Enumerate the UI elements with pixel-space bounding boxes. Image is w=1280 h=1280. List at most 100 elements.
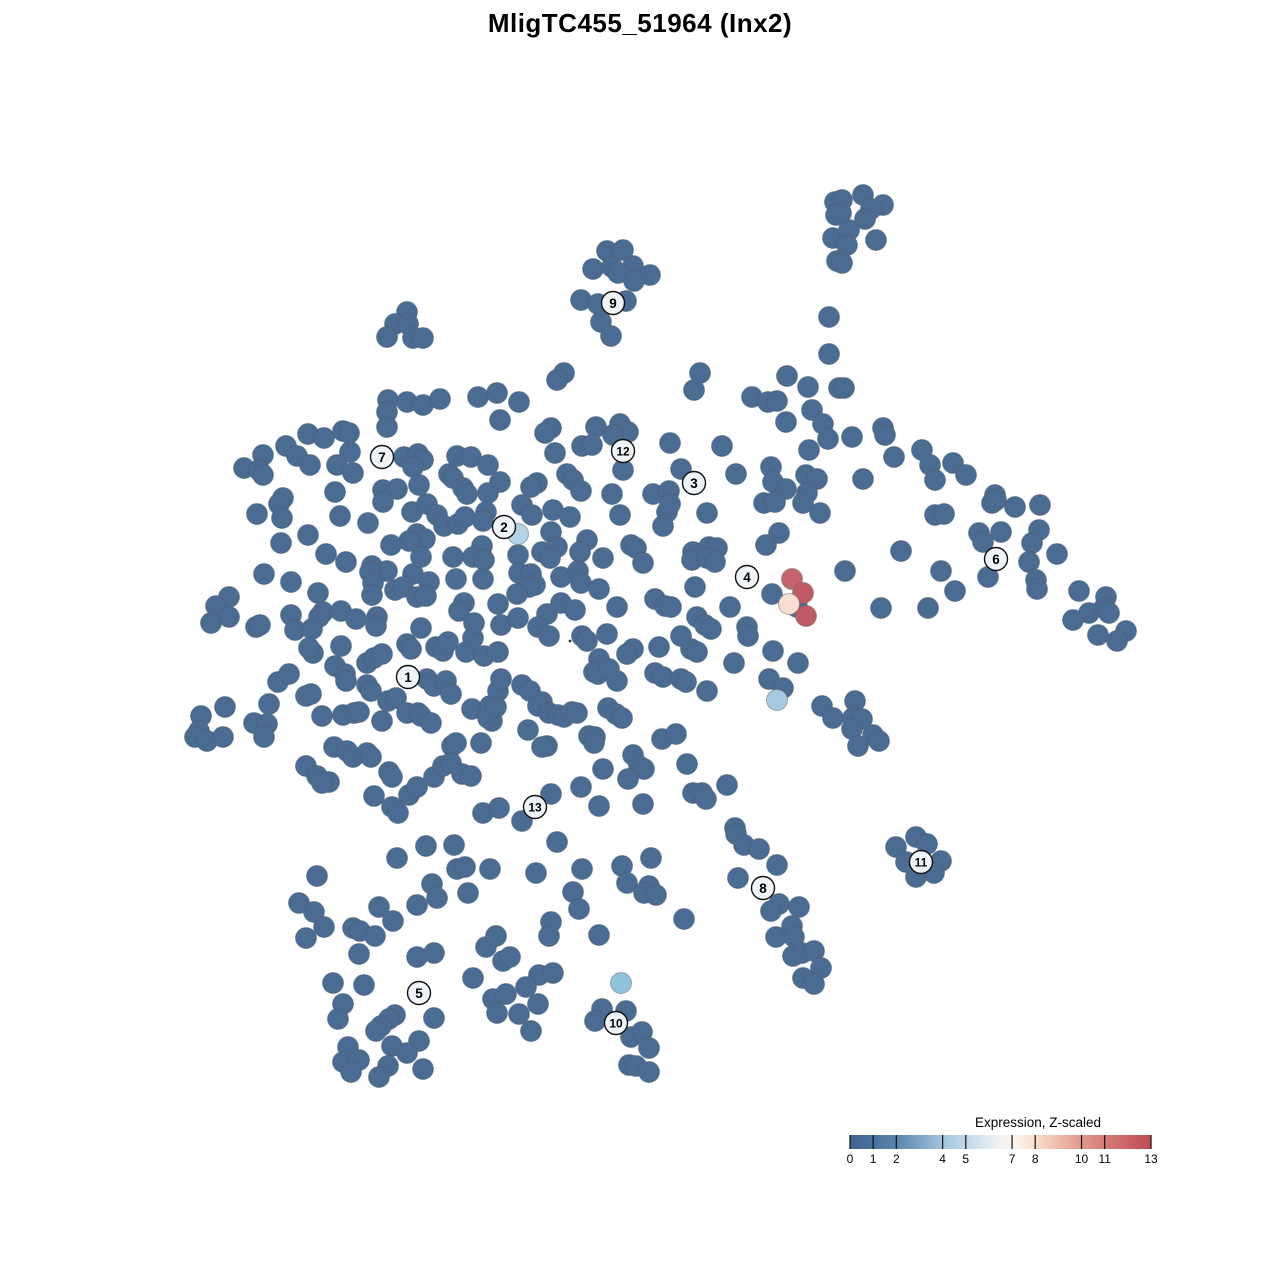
legend-tick-label: 13	[1144, 1152, 1158, 1166]
data-point	[659, 432, 681, 454]
data-point	[382, 910, 404, 932]
legend-tick-label: 0	[847, 1152, 854, 1166]
data-point	[357, 512, 379, 534]
data-point	[847, 735, 869, 757]
data-point	[787, 652, 809, 674]
data-point	[508, 391, 530, 413]
data-point	[723, 652, 745, 674]
data-point	[582, 258, 604, 280]
data-point	[412, 327, 434, 349]
data-point	[659, 493, 681, 515]
data-point	[917, 597, 939, 619]
data-point	[445, 568, 467, 590]
data-point	[371, 710, 393, 732]
data-point	[584, 1010, 606, 1032]
data-point	[576, 630, 598, 652]
data-point	[930, 560, 952, 582]
data-point	[380, 534, 402, 556]
data-point	[387, 802, 409, 824]
data-point	[762, 640, 784, 662]
data-point	[443, 834, 465, 856]
data-point	[696, 680, 718, 702]
data-point	[454, 506, 476, 528]
data-point	[479, 858, 501, 880]
data-point	[683, 379, 705, 401]
cluster-label-circle-8	[750, 875, 776, 901]
data-point	[311, 705, 333, 727]
data-point	[675, 671, 697, 693]
data-point	[568, 898, 590, 920]
data-point	[716, 774, 738, 796]
legend-tick-label: 2	[893, 1152, 900, 1166]
data-point	[322, 972, 344, 994]
data-point	[588, 924, 610, 946]
cluster-label-circle-12	[610, 438, 636, 464]
data-point	[423, 1007, 445, 1029]
mid-expression-point	[778, 593, 800, 615]
data-point	[440, 683, 462, 705]
data-point	[704, 551, 726, 573]
cluster-label-text-9: 9	[609, 296, 617, 311]
data-point	[473, 549, 495, 571]
cluster-label-text-4: 4	[743, 570, 751, 585]
data-point	[371, 643, 393, 665]
data-point	[515, 976, 537, 998]
data-point	[538, 925, 560, 947]
data-point	[737, 625, 759, 647]
data-point	[817, 428, 839, 450]
data-point	[539, 547, 561, 569]
data-point	[253, 726, 275, 748]
data-point	[278, 663, 300, 685]
data-point	[429, 388, 451, 410]
data-point	[313, 427, 335, 449]
data-point	[609, 504, 631, 526]
cluster-label-text-10: 10	[609, 1016, 623, 1030]
data-point	[648, 636, 670, 658]
data-point	[874, 424, 896, 446]
data-point	[755, 534, 777, 556]
data-point	[831, 252, 853, 274]
data-point	[386, 478, 408, 500]
data-point	[764, 491, 786, 513]
data-point	[1046, 543, 1068, 565]
data-point	[569, 541, 591, 563]
data-point	[596, 623, 618, 645]
data-point	[868, 730, 890, 752]
data-point	[489, 409, 511, 431]
data-point	[385, 687, 407, 709]
cluster-label-circle-7	[369, 444, 395, 470]
data-point	[652, 515, 674, 537]
data-point	[487, 641, 509, 663]
legend-tick-label: 1	[870, 1152, 877, 1166]
data-point	[520, 1020, 542, 1042]
data-point	[645, 884, 667, 906]
cluster-label-circle-1	[395, 664, 421, 690]
data-point	[623, 270, 645, 292]
data-point	[342, 462, 364, 484]
data-point	[426, 887, 448, 909]
data-point	[348, 701, 370, 723]
data-point	[570, 776, 592, 798]
data-point	[214, 696, 236, 718]
data-point	[495, 983, 517, 1005]
data-point	[797, 376, 819, 398]
data-point	[633, 758, 655, 780]
data-point	[298, 637, 320, 659]
data-point	[570, 480, 592, 502]
legend-tick-label: 4	[939, 1152, 946, 1166]
cluster-label-circle-3	[681, 470, 707, 496]
data-point	[376, 326, 398, 348]
data-point	[472, 510, 494, 532]
data-point	[360, 746, 382, 768]
data-point	[462, 967, 484, 989]
cluster-label-text-12: 12	[616, 444, 630, 458]
data-point	[818, 343, 840, 365]
legend-tick-label: 11	[1098, 1152, 1111, 1166]
data-point	[1062, 609, 1084, 631]
data-point	[353, 974, 375, 996]
data-point	[490, 668, 512, 690]
data-point	[445, 732, 467, 754]
data-point	[280, 571, 302, 593]
data-point	[542, 962, 564, 984]
